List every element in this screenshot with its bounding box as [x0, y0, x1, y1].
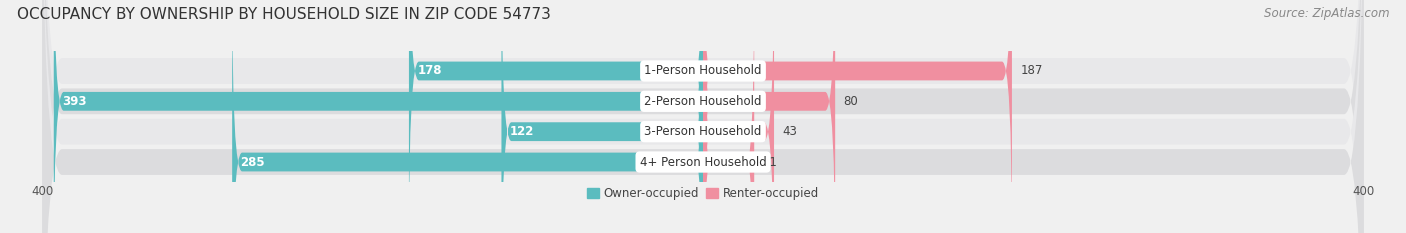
Text: 31: 31	[762, 155, 778, 168]
Text: 285: 285	[240, 155, 266, 168]
FancyBboxPatch shape	[703, 0, 1012, 233]
Text: 2-Person Household: 2-Person Household	[644, 95, 762, 108]
Text: 187: 187	[1021, 65, 1043, 78]
FancyBboxPatch shape	[703, 0, 754, 233]
FancyBboxPatch shape	[42, 0, 1364, 233]
Text: 1-Person Household: 1-Person Household	[644, 65, 762, 78]
Text: 393: 393	[62, 95, 87, 108]
FancyBboxPatch shape	[42, 0, 1364, 233]
Text: 43: 43	[782, 125, 797, 138]
FancyBboxPatch shape	[232, 0, 703, 233]
FancyBboxPatch shape	[502, 0, 703, 233]
FancyBboxPatch shape	[53, 0, 703, 233]
FancyBboxPatch shape	[703, 0, 835, 233]
Text: 3-Person Household: 3-Person Household	[644, 125, 762, 138]
Text: Source: ZipAtlas.com: Source: ZipAtlas.com	[1264, 7, 1389, 20]
FancyBboxPatch shape	[42, 0, 1364, 233]
Legend: Owner-occupied, Renter-occupied: Owner-occupied, Renter-occupied	[582, 182, 824, 205]
Text: 4+ Person Household: 4+ Person Household	[640, 155, 766, 168]
Text: 122: 122	[510, 125, 534, 138]
FancyBboxPatch shape	[409, 0, 703, 233]
Text: 178: 178	[418, 65, 441, 78]
Text: OCCUPANCY BY OWNERSHIP BY HOUSEHOLD SIZE IN ZIP CODE 54773: OCCUPANCY BY OWNERSHIP BY HOUSEHOLD SIZE…	[17, 7, 551, 22]
FancyBboxPatch shape	[703, 0, 775, 233]
FancyBboxPatch shape	[42, 0, 1364, 233]
Text: 80: 80	[844, 95, 858, 108]
